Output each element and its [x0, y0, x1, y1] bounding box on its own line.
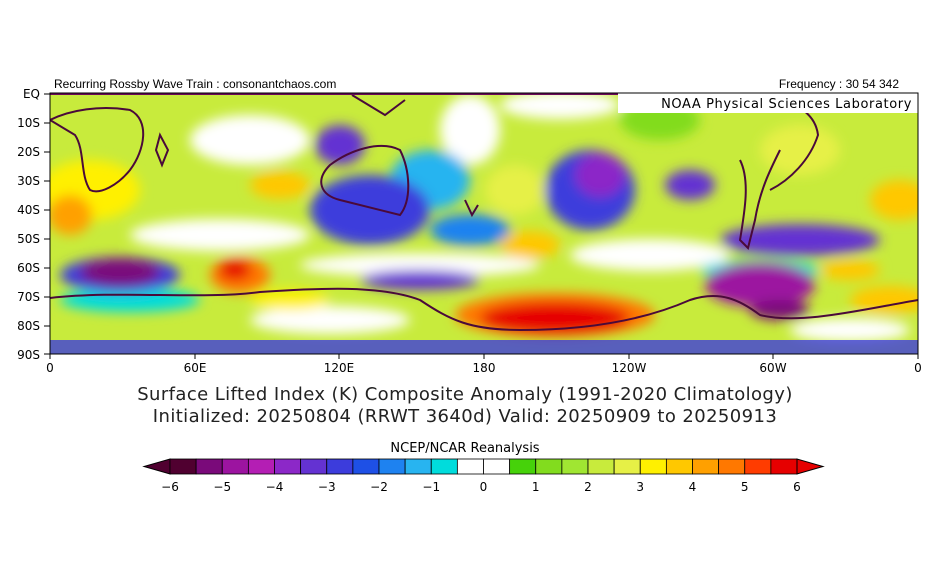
colorbar-swatch: [378, 458, 406, 475]
colorbar-tick-label: 6: [793, 480, 801, 494]
lat-label: 40S: [17, 203, 40, 217]
colorbar-swatch: [639, 458, 667, 475]
lat-label: 80S: [17, 319, 40, 333]
lat-label: 30S: [17, 174, 40, 188]
colorbar-swatch: [692, 458, 720, 475]
lon-axis: 0 60E 120E 180 120W 60W 0: [46, 361, 922, 375]
colorbar-swatch: [744, 458, 772, 475]
colorbar-swatch: [587, 458, 615, 475]
anomaly-field: [50, 93, 918, 354]
site-credit: Recurring Rossby Wave Train : consonantc…: [54, 77, 337, 91]
colorbar-swatch: [509, 458, 537, 475]
colorbar-swatch: [561, 458, 589, 475]
lon-label: 60W: [759, 361, 786, 375]
colorbar-tick-label: 2: [584, 480, 592, 494]
colorbar-tick-label: 1: [532, 480, 540, 494]
plot-title: Surface Lifted Index (K) Composite Anoma…: [137, 384, 793, 405]
lat-label: 10S: [17, 116, 40, 130]
colorbar-swatch: [326, 458, 354, 475]
lon-label: 120W: [612, 361, 647, 375]
frequency-label: Frequency : 30 54 342: [778, 77, 899, 91]
lat-label: EQ: [23, 87, 40, 101]
colorbar-arrow-left: [142, 458, 171, 475]
lon-label: 0: [914, 361, 922, 375]
lon-label: 60E: [184, 361, 207, 375]
colorbar-tick-label: 5: [741, 480, 749, 494]
colorbar: [142, 458, 825, 475]
colorbar-tick-label: −4: [266, 480, 284, 494]
colorbar-tick-label: 0: [480, 480, 488, 494]
colorbar-tick-label: −2: [370, 480, 388, 494]
colorbar-swatch: [535, 458, 563, 475]
lon-label: 0: [46, 361, 54, 375]
colorbar-swatch: [770, 458, 798, 475]
colorbar-swatch: [169, 458, 197, 475]
colorbar-swatch: [665, 458, 693, 475]
plot-subtitle: Initialized: 20250804 (RRWT 3640d) Valid…: [152, 406, 778, 427]
colorbar-swatch: [456, 458, 484, 475]
colorbar-swatch: [613, 458, 641, 475]
colorbar-swatch: [300, 458, 328, 475]
lab-label-box: [618, 93, 918, 113]
colorbar-arrow-right: [796, 458, 825, 475]
colorbar-swatch: [483, 458, 511, 475]
lon-label: 180: [473, 361, 496, 375]
colorbar-swatch: [195, 458, 223, 475]
colorbar-tick-label: −3: [318, 480, 336, 494]
colorbar-swatch: [404, 458, 432, 475]
colorbar-tick-label: −1: [422, 480, 440, 494]
colorbar-swatch: [247, 458, 275, 475]
colorbar-tick-label: 3: [636, 480, 644, 494]
lon-label: 120E: [324, 361, 355, 375]
colorbar-swatch: [221, 458, 249, 475]
lat-axis: EQ 10S 20S 30S 40S 50S 60S 70S 80S 90S: [17, 87, 40, 362]
lat-ticks: [44, 93, 50, 355]
colorbar-title: NCEP/NCAR Reanalysis: [390, 441, 540, 456]
colorbar-swatch: [430, 458, 458, 475]
lat-label: 90S: [17, 348, 40, 362]
lab-label: NOAA Physical Sciences Laboratory: [661, 97, 912, 112]
colorbar-swatch: [718, 458, 746, 475]
colorbar-swatch: [352, 458, 380, 475]
colorbar-tick-label: −6: [161, 480, 179, 494]
colorbar-tick-label: 4: [689, 480, 697, 494]
lat-label: 50S: [17, 232, 40, 246]
colorbar-tick-label: −5: [213, 480, 231, 494]
lon-ticks: [49, 354, 919, 359]
colorbar-swatch: [274, 458, 302, 475]
lat-label: 60S: [17, 261, 40, 275]
colorbar-labels: −6 −5 −4 −3 −2 −1 0 1 2 3 4 5 6: [161, 480, 801, 494]
lat-label: 20S: [17, 145, 40, 159]
lat-label: 70S: [17, 290, 40, 304]
